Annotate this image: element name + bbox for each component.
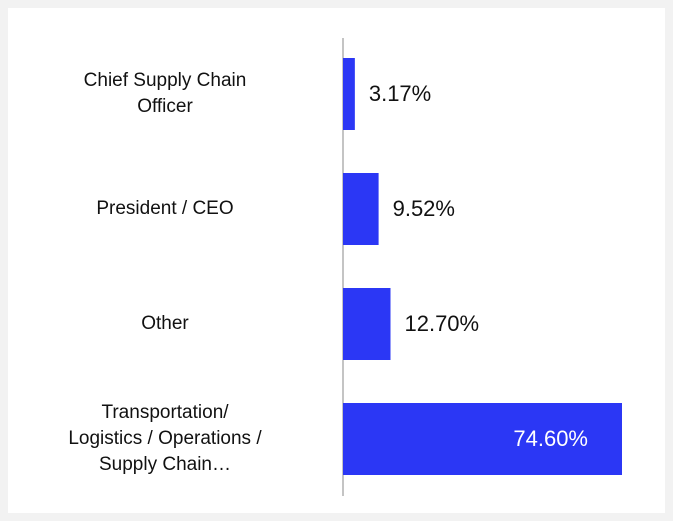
bar (343, 403, 622, 475)
value-label: 3.17% (369, 81, 431, 106)
bar (343, 288, 391, 360)
category-label: Chief Supply Chain Officer (83, 70, 247, 117)
bar (343, 58, 355, 130)
category-label: President / CEO (96, 198, 234, 219)
category-label: Transportation/ Logistics / Operations /… (68, 402, 262, 475)
bar (343, 173, 379, 245)
category-label: Other (141, 313, 189, 334)
value-label: 12.70% (404, 311, 479, 336)
value-label: 9.52% (393, 196, 455, 221)
value-label: 74.60% (513, 426, 588, 451)
